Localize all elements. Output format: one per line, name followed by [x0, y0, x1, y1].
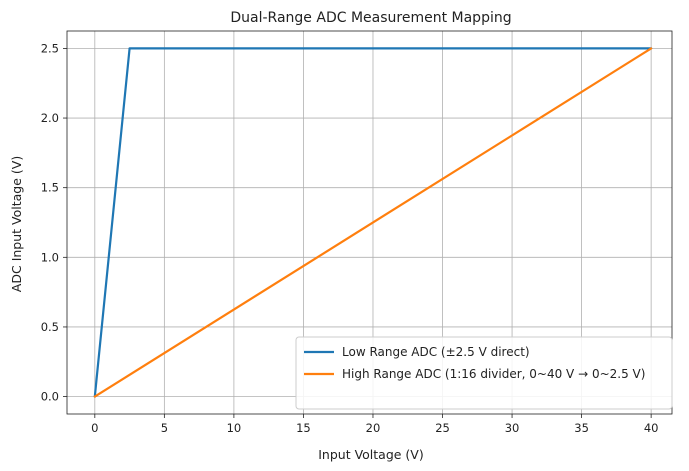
legend-box — [295, 336, 673, 410]
x-tick-label-4: 20 — [366, 421, 381, 435]
plot-frame — [66, 30, 673, 415]
y-tick-label-3: 1.5 — [41, 181, 59, 195]
legend-label-low-range: Low Range ADC (±2.5 V direct) — [342, 345, 530, 359]
series-line-low-range — [93, 47, 653, 398]
series-layer — [93, 47, 653, 398]
y-tick-label-2: 1.0 — [41, 250, 59, 264]
x-tick-label-2: 10 — [227, 421, 242, 435]
y-tick-label-0: 0.0 — [41, 390, 59, 404]
x-tick-label-1: 5 — [161, 421, 168, 435]
x-tick-label-0: 0 — [91, 421, 98, 435]
x-tick-label-7: 35 — [574, 421, 589, 435]
y-tick-label-5: 2.5 — [41, 41, 59, 55]
x-axis-label: Input Voltage (V) — [318, 447, 424, 462]
legend: Low Range ADC (±2.5 V direct) High Range… — [295, 336, 673, 410]
x-tick-label-6: 30 — [505, 421, 520, 435]
ticks: 0 5 10 15 20 25 30 35 40 0.0 0.5 1.0 1.5 2.0 2.5 — [41, 41, 659, 435]
legend-label-high-range: High Range ADC (1:16 divider, 0~40 V → 0… — [342, 367, 645, 381]
y-tick-label-1: 0.5 — [41, 320, 59, 334]
y-axis-label: ADC Input Voltage (V) — [9, 156, 24, 292]
x-tick-label-5: 25 — [435, 421, 450, 435]
y-tick-label-4: 2.0 — [41, 111, 59, 125]
chart-title: Dual-Range ADC Measurement Mapping — [230, 10, 511, 26]
series-line-high-range — [93, 47, 653, 398]
x-tick-label-8: 40 — [644, 421, 659, 435]
x-tick-label-3: 15 — [296, 421, 311, 435]
